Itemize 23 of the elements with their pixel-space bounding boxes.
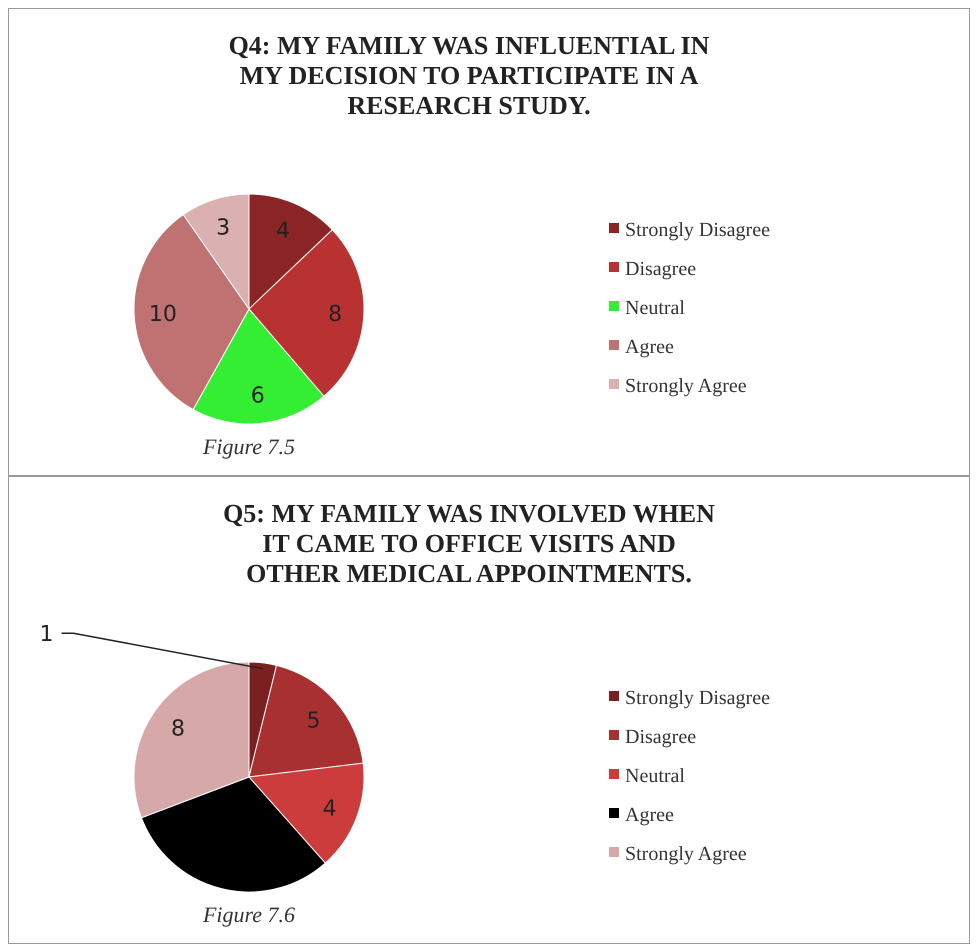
legend-label: Strongly Disagree (625, 219, 770, 241)
chart-title: Q4: MY FAMILY WAS INFLUENTIAL IN MY DECISION TO PARTICIPATE IN A RESEARCH STUDY. (228, 31, 710, 120)
data-label: 3 (216, 215, 230, 240)
legend-label: Strongly Disagree (625, 687, 770, 709)
data-label: 10 (148, 302, 177, 328)
legend-label: Neutral (625, 297, 686, 319)
caption: Figure 7.6 (202, 902, 296, 927)
legend-label: Disagree (625, 258, 696, 280)
legend-label: Agree (625, 804, 674, 826)
data-label: 4 (322, 796, 337, 822)
legend-label: Strongly Agree (625, 375, 747, 397)
data-label: 8 (171, 716, 186, 742)
legend-label: Neutral (625, 765, 686, 787)
caption: Figure 7.5 (202, 434, 296, 459)
legend-label: Agree (625, 336, 674, 358)
data-label: 5 (306, 708, 321, 734)
data-label: 6 (250, 384, 265, 409)
legend-label: Disagree (625, 726, 696, 748)
data-label: 8 (328, 302, 342, 328)
data-label: 4 (276, 218, 290, 244)
chart-title: Q5: MY FAMILY WAS INVOLVED WHEN IT CAME TO OFFICE VISITS AND OTHER MEDICAL APPOINTMENTS. (223, 499, 716, 588)
data-label: 1 (40, 622, 54, 647)
legend-label: Strongly Agree (625, 843, 747, 865)
